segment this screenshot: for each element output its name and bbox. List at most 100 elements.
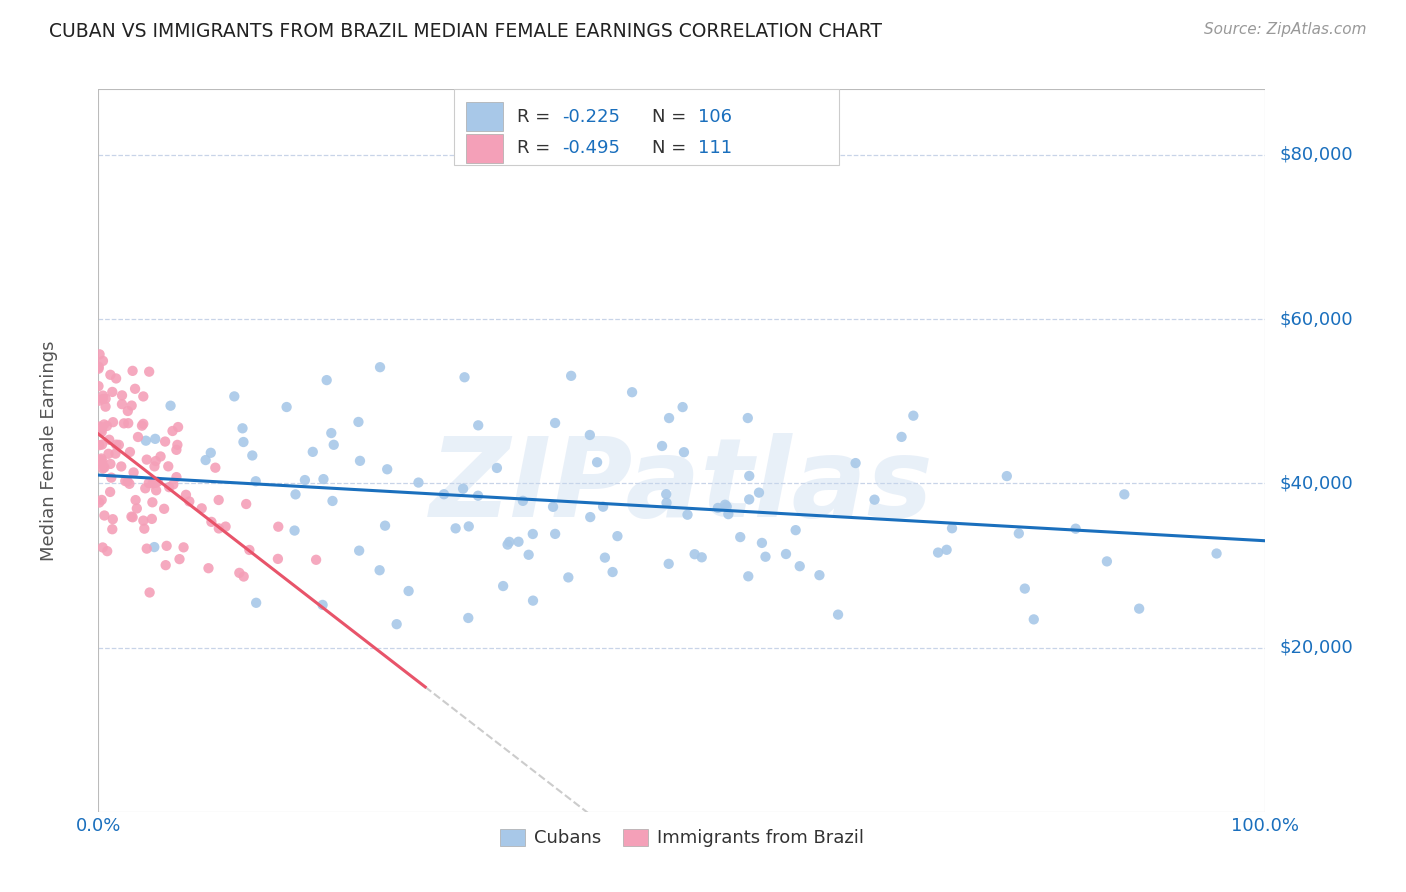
Point	[138, 365, 160, 379]
Point	[496, 538, 519, 552]
Point	[122, 466, 145, 480]
Point	[157, 480, 180, 494]
Text: Median Female Earnings: Median Female Earnings	[41, 340, 59, 561]
Point	[737, 411, 759, 425]
Point	[138, 476, 160, 491]
Point	[541, 500, 564, 514]
Point	[93, 417, 115, 432]
Text: 106: 106	[699, 108, 733, 126]
Point	[368, 360, 391, 375]
Point	[141, 476, 163, 491]
Point	[124, 493, 146, 508]
Point	[827, 607, 849, 622]
Text: $20,000: $20,000	[1279, 639, 1353, 657]
Point	[586, 455, 609, 469]
Point	[1114, 487, 1136, 501]
Point	[117, 404, 139, 418]
Point	[101, 384, 124, 399]
Point	[751, 536, 773, 550]
Text: $60,000: $60,000	[1279, 310, 1353, 328]
Point	[153, 501, 176, 516]
Point	[522, 527, 544, 541]
Point	[101, 415, 124, 429]
Point	[132, 389, 155, 403]
Point	[621, 385, 644, 400]
Point	[557, 570, 579, 584]
Point	[683, 547, 706, 561]
Point	[658, 411, 681, 425]
Text: 111: 111	[699, 139, 733, 158]
Point	[748, 485, 770, 500]
Point	[97, 447, 120, 461]
Point	[121, 399, 143, 413]
Point	[121, 509, 143, 524]
Point	[385, 617, 408, 632]
Point	[457, 611, 479, 625]
Point	[91, 461, 114, 475]
Point	[738, 492, 761, 507]
Point	[453, 370, 475, 384]
Point	[101, 522, 124, 536]
Text: ZIPatlas: ZIPatlas	[430, 434, 934, 540]
Point	[87, 359, 110, 374]
Point	[132, 514, 155, 528]
Point	[728, 530, 751, 544]
Point	[267, 552, 290, 566]
Text: N =: N =	[651, 108, 692, 126]
Point	[676, 508, 699, 522]
Point	[124, 382, 146, 396]
Point	[169, 552, 191, 566]
Point	[87, 379, 110, 393]
Point	[194, 453, 217, 467]
Point	[941, 521, 963, 535]
Point	[91, 437, 114, 451]
Point	[235, 497, 257, 511]
Point	[110, 459, 132, 474]
Point	[125, 501, 148, 516]
Point	[754, 549, 776, 564]
Text: N =: N =	[651, 139, 692, 158]
Point	[294, 473, 316, 487]
Point	[231, 421, 253, 435]
Point	[93, 460, 115, 475]
Point	[785, 523, 807, 537]
Text: -0.225: -0.225	[562, 108, 620, 126]
Text: -0.495: -0.495	[562, 139, 620, 158]
Point	[1095, 554, 1118, 568]
Point	[149, 450, 172, 464]
Point	[143, 459, 166, 474]
Point	[90, 453, 112, 467]
Point	[89, 393, 111, 408]
Point	[408, 475, 430, 490]
FancyBboxPatch shape	[465, 103, 503, 131]
Point	[1064, 522, 1087, 536]
Point	[485, 461, 508, 475]
Point	[224, 389, 246, 403]
Point	[143, 540, 166, 554]
Point	[118, 445, 141, 459]
Point	[100, 457, 122, 471]
Point	[166, 438, 188, 452]
Point	[155, 558, 177, 573]
Point	[91, 454, 114, 468]
Text: $40,000: $40,000	[1279, 475, 1353, 492]
Point	[93, 508, 115, 523]
Point	[121, 364, 143, 378]
Point	[100, 471, 122, 485]
Point	[208, 521, 231, 535]
Point	[789, 559, 811, 574]
Point	[174, 488, 197, 502]
Point	[347, 543, 370, 558]
Point	[162, 424, 184, 438]
Legend: Cubans, Immigrants from Brazil: Cubans, Immigrants from Brazil	[492, 822, 872, 855]
Text: R =: R =	[517, 108, 557, 126]
Point	[179, 494, 201, 508]
Point	[91, 388, 114, 402]
Point	[197, 561, 219, 575]
Point	[134, 522, 156, 536]
Point	[89, 495, 111, 509]
Point	[156, 539, 179, 553]
Point	[94, 392, 117, 406]
Point	[579, 428, 602, 442]
Point	[135, 434, 157, 448]
